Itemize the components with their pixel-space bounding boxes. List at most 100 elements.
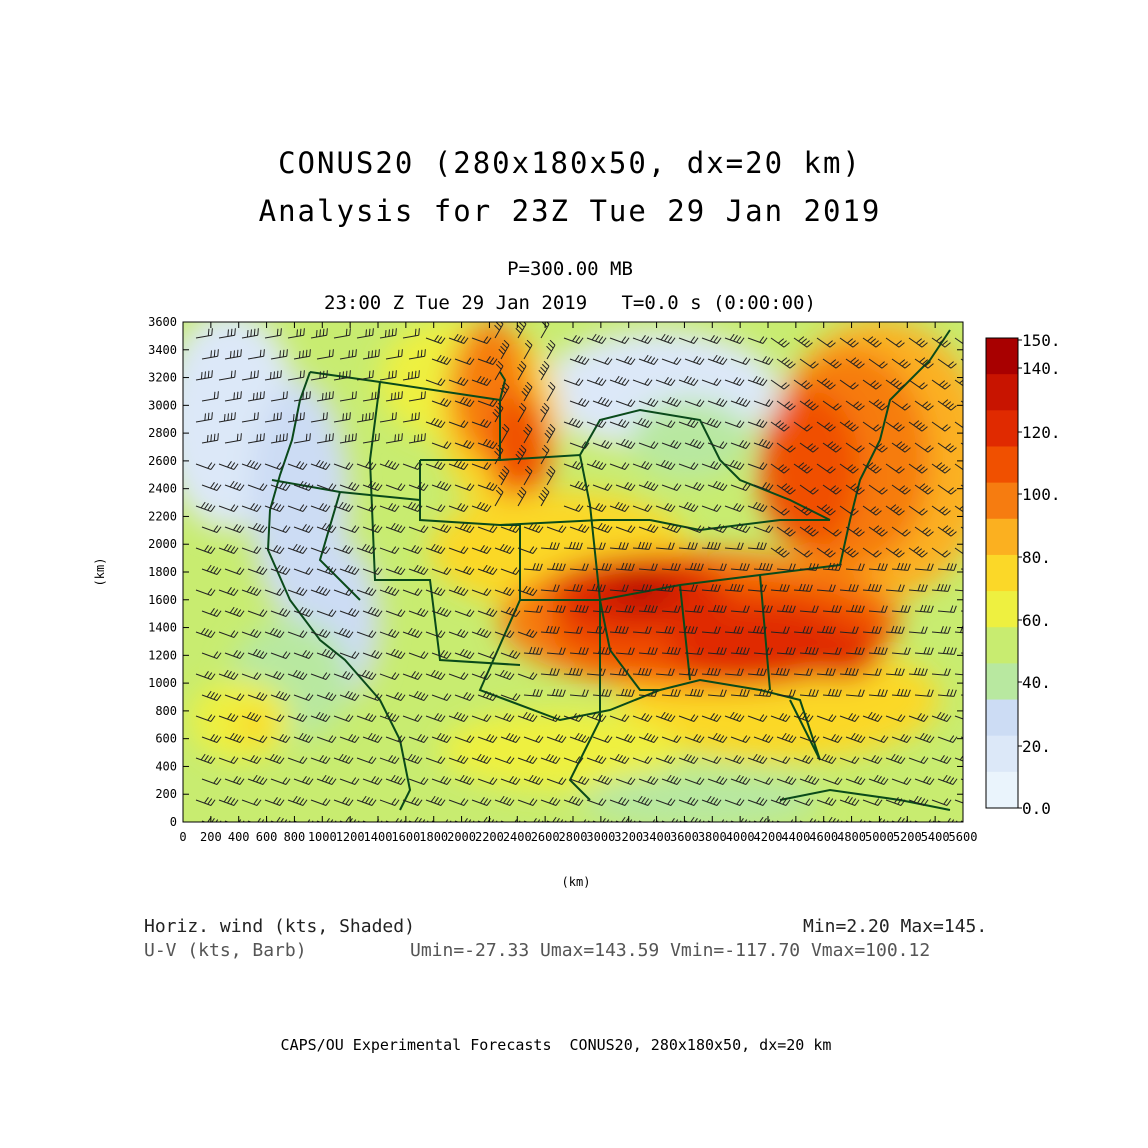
wind-barb [241, 711, 262, 722]
wind-barb [431, 524, 452, 533]
wind-barb [638, 604, 658, 613]
wind-barb [264, 462, 285, 470]
wind-barb [770, 584, 790, 592]
wind-barb [431, 441, 452, 449]
wind-barb [523, 563, 543, 571]
wind-barb [287, 587, 308, 596]
wind-barb [908, 626, 928, 634]
wind-barb [218, 504, 239, 512]
wind-barb [224, 524, 245, 533]
x-tick-label: 1800 [419, 830, 448, 844]
wind-barb [891, 526, 911, 537]
wind-barb [494, 322, 504, 339]
wind-barb [931, 798, 952, 806]
wind-barb [914, 400, 934, 411]
wind-barb [960, 526, 963, 530]
wind-barb [891, 647, 911, 655]
wind-barb [356, 328, 374, 339]
wind-barb [609, 501, 630, 512]
wind-barb [471, 671, 492, 680]
wind-barb [793, 583, 813, 592]
wind-barb [822, 777, 843, 785]
wind-barb [908, 713, 929, 722]
wind-barb [333, 627, 354, 638]
wind-barb [538, 486, 550, 507]
wind-barb [701, 626, 721, 634]
wind-barb [724, 755, 745, 764]
x-tick-label: 600 [256, 830, 278, 844]
x-tick-label: 2800 [559, 830, 588, 844]
wind-barb [454, 522, 475, 533]
wind-barb [862, 421, 882, 432]
wind-barb [770, 756, 791, 764]
wind-barb [402, 501, 423, 512]
wind-barb [362, 606, 383, 617]
wind-barb [362, 693, 383, 701]
wind-barb [960, 694, 963, 696]
y-tick-label: 1000 [148, 676, 177, 690]
wind-barb [523, 735, 544, 743]
wind-barb [661, 735, 682, 743]
wind-barb [885, 584, 905, 592]
wind-barb [356, 587, 377, 596]
valid-time: 23:00 Z Tue 29 Jan 2019 T=0.0 s (0:00:00… [324, 292, 816, 314]
wind-barb [316, 648, 337, 659]
wind-barb [586, 420, 607, 428]
wind-barb [218, 370, 236, 381]
title-line-1: CONUS20 (280x180x50, dx=20 km) [278, 146, 862, 180]
wind-barb [201, 564, 222, 575]
wind-barb [730, 735, 751, 743]
wind-barb [661, 483, 682, 491]
wind-barb [816, 714, 837, 722]
title-line-2: Analysis for 23Z Tue 29 Jan 2019 [258, 194, 882, 228]
wind-barb [776, 647, 796, 655]
wind-barb [753, 438, 774, 449]
wind-barb [770, 463, 790, 474]
wind-barb [655, 711, 676, 722]
wind-barb [379, 629, 400, 638]
wind-barb [563, 584, 583, 592]
colorbar-label: 100. [1022, 485, 1061, 504]
wind-barb [402, 328, 420, 339]
wind-barb [661, 522, 682, 533]
wind-barb [730, 774, 751, 785]
wind-barb [333, 462, 354, 470]
wind-barb [638, 354, 659, 365]
wind-barb [707, 647, 727, 655]
wind-barb [402, 671, 423, 680]
x-axis-label: (km) [562, 875, 591, 889]
wind-barb [356, 461, 377, 470]
wind-barb [845, 689, 865, 697]
wind-barb [661, 563, 681, 571]
wind-barb [931, 505, 951, 516]
wind-barb [224, 732, 245, 743]
wind-barb [592, 605, 612, 613]
wind-barb [770, 626, 790, 634]
wind-barb [517, 798, 538, 806]
wind-barb [678, 714, 699, 722]
wind-barb [241, 672, 262, 680]
wind-barb [701, 584, 721, 592]
wind-barb [218, 543, 239, 554]
wind-barb [471, 588, 492, 596]
wind-barb [839, 505, 859, 516]
x-tick-label: 3800 [698, 830, 727, 844]
wind-barb [339, 734, 360, 743]
wind-barb [891, 777, 912, 785]
wind-barb [498, 465, 510, 486]
wind-barb [218, 412, 236, 423]
x-tick-label: 1200 [336, 830, 365, 844]
wind-barb [333, 714, 354, 722]
wind-barb [960, 400, 963, 404]
x-tick-label: 5600 [949, 830, 978, 844]
wind-barb [724, 459, 745, 470]
wind-barb [862, 505, 882, 516]
wind-barb [747, 542, 767, 550]
wind-barb [724, 377, 745, 386]
wind-barb [408, 690, 429, 701]
wind-barb [908, 337, 928, 348]
wind-barb [333, 671, 354, 680]
wind-barb [707, 354, 728, 365]
wind-barb [500, 776, 521, 785]
wind-barb [408, 734, 429, 743]
